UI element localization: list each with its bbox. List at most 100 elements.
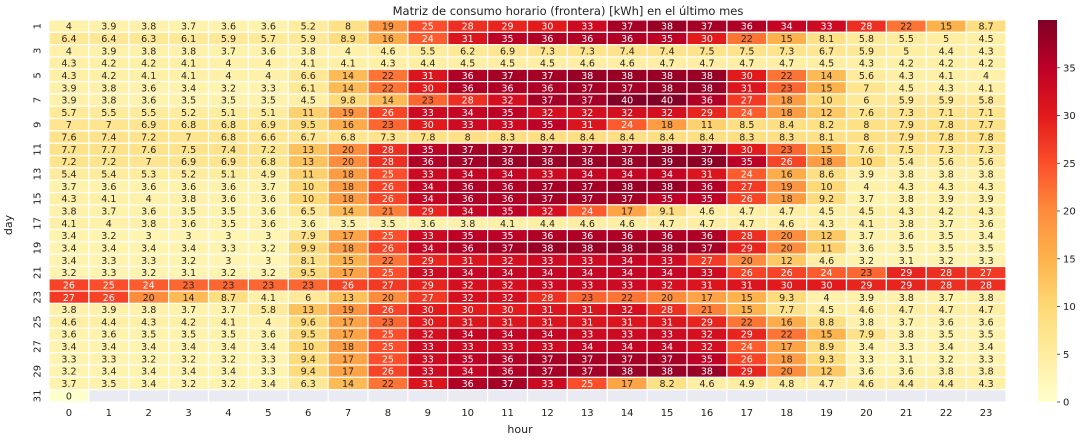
heatmap-cell-value: 3.6	[899, 367, 914, 378]
heatmap-cell-value: 33	[422, 268, 434, 279]
heatmap-cell-value: 4.7	[739, 219, 754, 230]
heatmap-cell-value: 3.7	[939, 293, 954, 304]
heatmap-cell-empty	[88, 389, 130, 403]
heatmap-cell-value: 22	[781, 71, 793, 82]
heatmap-cell-value: 18	[342, 194, 354, 205]
heatmap-cell-value: 3.5	[899, 243, 914, 254]
heatmap-cell-value: 7.7	[101, 145, 116, 156]
heatmap-cell-value: 6	[863, 96, 869, 107]
heatmap-cell-value: 4	[824, 293, 830, 304]
heatmap-cell-value: 3.2	[939, 256, 954, 267]
heatmap-cell-value: 5.3	[141, 170, 156, 181]
colorbar-tick-label: 35	[1063, 63, 1076, 74]
heatmap-cell-value: 30	[422, 120, 434, 131]
heatmap-cell-value: 3.5	[939, 330, 954, 341]
heatmap-cell-value: 17	[342, 330, 354, 341]
heatmap-cell-value: 7.4	[660, 46, 675, 57]
heatmap-cell-value: 7.9	[859, 330, 874, 341]
heatmap-cell-value: 37	[541, 145, 553, 156]
heatmap-cell-value: 29	[860, 280, 872, 291]
heatmap-cell-value: 3.3	[979, 354, 994, 365]
heatmap-cell-empty	[606, 389, 648, 403]
heatmap-cell-value: 7.8	[420, 133, 435, 144]
heatmap-cell-value: 7.8	[939, 133, 954, 144]
heatmap-cell-value: 22	[741, 317, 753, 328]
heatmap-cell-value: 5.5	[899, 34, 914, 45]
x-tick-label: 17	[740, 408, 753, 419]
heatmap-cell-value: 7.3	[540, 46, 555, 57]
heatmap-cell-value: 7.2	[61, 157, 76, 168]
heatmap-cell-value: 34	[581, 268, 593, 279]
heatmap-cell-value: 3.6	[979, 317, 994, 328]
heatmap-cell-value: 17	[342, 354, 354, 365]
heatmap-cell-value: 8.7	[979, 22, 994, 33]
heatmap-cell-value: 36	[462, 194, 474, 205]
y-axis-label: day	[2, 214, 15, 235]
heatmap-cell-value: 33	[661, 256, 673, 267]
x-tick-label: 10	[461, 408, 474, 419]
heatmap-cell-empty	[247, 389, 289, 403]
heatmap-cell-value: 4.6	[779, 219, 794, 230]
heatmap-cell-value: 3.3	[221, 243, 236, 254]
heatmap-cell-value: 27	[701, 256, 713, 267]
heatmap-cell-value: 4.3	[899, 182, 914, 193]
heatmap-cell-value: 8.3	[500, 133, 515, 144]
heatmap-cell-value: 4.1	[221, 317, 236, 328]
heatmap-cell-value: 23	[581, 293, 593, 304]
x-tick-label: 9	[425, 408, 431, 419]
heatmap-cell-value: 3.3	[261, 367, 276, 378]
heatmap-cell-value: 5.6	[939, 157, 954, 168]
heatmap-cell-value: 32	[541, 108, 553, 119]
heatmap-cell-value: 5.6	[859, 71, 874, 82]
heatmap-cell-value: 5.8	[859, 34, 874, 45]
heatmap-cell-value: 3.7	[939, 219, 954, 230]
heatmap-cell-value: 9.5	[301, 330, 316, 341]
heatmap-cell-value: 38	[701, 83, 713, 94]
y-tick-label: 1	[33, 23, 44, 29]
heatmap-cell-value: 3.5	[221, 330, 236, 341]
heatmap-cell-value: 4	[146, 194, 152, 205]
heatmap-cell-value: 32	[621, 305, 633, 316]
heatmap-cell-value: 38	[621, 157, 633, 168]
x-tick-label: 14	[621, 408, 634, 419]
heatmap-cell-value: 3.9	[859, 293, 874, 304]
heatmap-cell-value: 4.3	[979, 379, 994, 390]
heatmap-cell-value: 4.1	[181, 59, 196, 70]
heatmap-cell-value: 3.6	[141, 96, 156, 107]
heatmap-cell-value: 3.2	[61, 268, 76, 279]
heatmap-cell-value: 4	[106, 219, 112, 230]
heatmap-cell-value: 38	[661, 243, 673, 254]
heatmap-cell-value: 17	[621, 207, 633, 218]
heatmap-cell-value: 4	[225, 59, 231, 70]
heatmap-cell-value: 32	[462, 293, 474, 304]
heatmap-cell-value: 4.1	[181, 71, 196, 82]
heatmap-cell-value: 30	[462, 305, 474, 316]
heatmap-cell-value: 34	[502, 330, 514, 341]
heatmap-cell-value: 3.5	[939, 231, 954, 242]
heatmap-cell-value: 29	[900, 280, 912, 291]
heatmap-cell-value: 3.3	[261, 354, 276, 365]
heatmap-cell-value: 3.2	[859, 256, 874, 267]
heatmap-cell-value: 8.4	[620, 133, 635, 144]
heatmap-cell-value: 12	[821, 231, 833, 242]
heatmap-cell-value: 26	[382, 243, 394, 254]
heatmap-cell-value: 3.4	[61, 256, 76, 267]
heatmap-cell-value: 3.6	[141, 83, 156, 94]
heatmap-cell-value: 38	[701, 367, 713, 378]
heatmap-cell-value: 3.8	[141, 22, 156, 33]
heatmap-cell-value: 37	[621, 22, 633, 33]
heatmap-cell-value: 17	[621, 379, 633, 390]
heatmap-cell-value: 32	[661, 108, 673, 119]
heatmap-cell-value: 6	[305, 293, 311, 304]
heatmap-cell-value: 40	[661, 96, 673, 107]
heatmap-cell-value: 5	[903, 46, 909, 57]
heatmap-cell-value: 35	[701, 354, 713, 365]
heatmap-cell-value: 27	[422, 293, 434, 304]
heatmap-cell-value: 4.2	[101, 71, 116, 82]
heatmap-cell-value: 10	[302, 194, 314, 205]
heatmap-cell-value: 3.7	[221, 46, 236, 57]
heatmap-cell-value: 3.8	[141, 46, 156, 57]
heatmap-cell-value: 19	[781, 182, 793, 193]
heatmap-cell-value: 3.2	[221, 83, 236, 94]
